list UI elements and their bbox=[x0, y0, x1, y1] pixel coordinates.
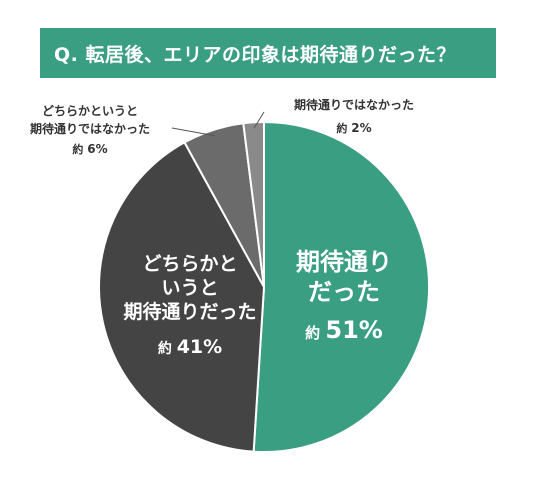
slice-value-expected: 約 51% bbox=[305, 316, 383, 344]
leader-line-2pct bbox=[253, 111, 265, 129]
question-banner: Q. 転居後、エリアの印象は期待通りだった？ bbox=[40, 28, 496, 78]
slice-value-somewhat-expected: 約 41% bbox=[158, 336, 222, 358]
slice-label-not-expected: 期待通りではなかった bbox=[294, 97, 414, 112]
leader-lines bbox=[171, 111, 265, 137]
slice-not-expected bbox=[242, 120, 265, 288]
slice-label-expected: 期待通りだった bbox=[296, 248, 392, 306]
slice-value-somewhat-not-expected: 約 6% bbox=[72, 142, 107, 156]
leader-line-6pct bbox=[171, 127, 215, 137]
slice-label-somewhat-not-expected: どちらかというと期待通りではなかった bbox=[30, 104, 150, 136]
question-title: Q. 転居後、エリアの印象は期待通りだった？ bbox=[54, 43, 456, 66]
slice-value-not-expected: 約 2% bbox=[336, 121, 371, 135]
slice-expected bbox=[252, 120, 430, 453]
pie-slices bbox=[98, 120, 430, 453]
slice-somewhat-expected bbox=[98, 141, 266, 453]
slice-label-somewhat-expected: どちらかというと期待通りだった bbox=[123, 253, 256, 323]
